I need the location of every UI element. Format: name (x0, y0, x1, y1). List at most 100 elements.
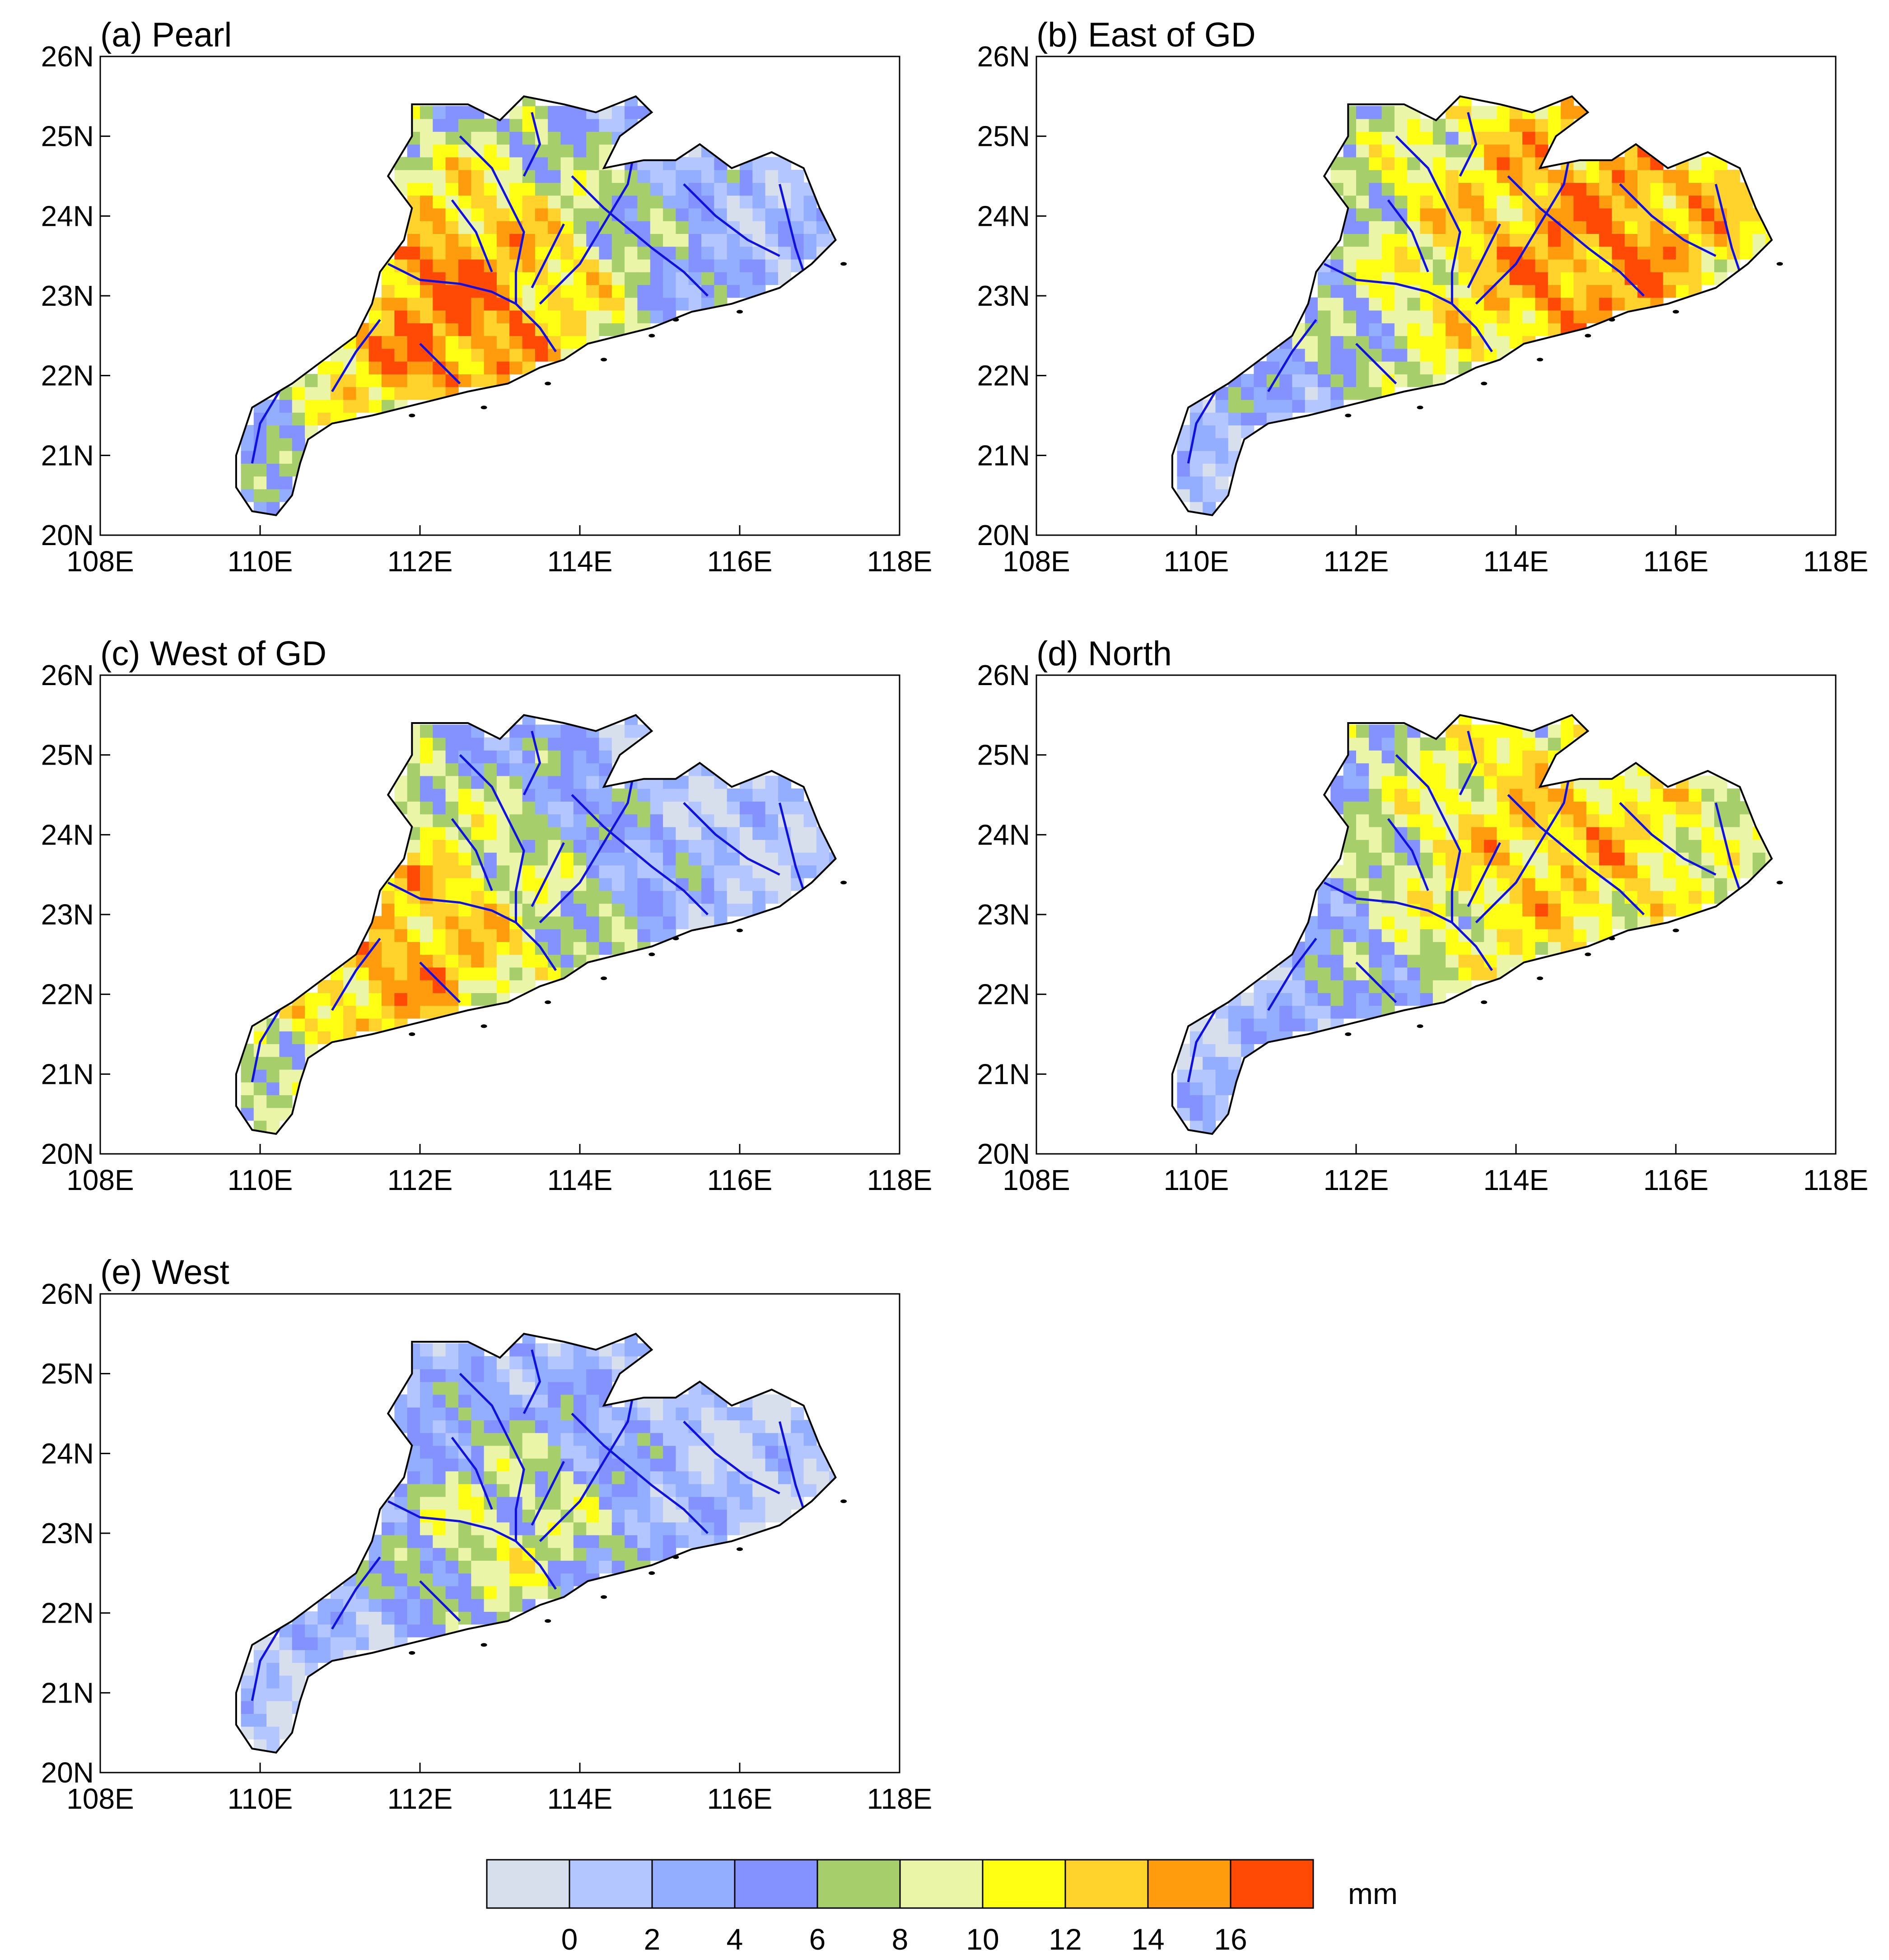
field-cell (663, 1522, 676, 1535)
field-cell (1446, 182, 1459, 196)
field-cell (368, 1005, 382, 1019)
field-cell (1484, 788, 1497, 802)
field-cell (765, 1420, 779, 1433)
field-cell (560, 942, 574, 955)
field-cell (484, 208, 497, 221)
island (840, 262, 847, 266)
field-cell (522, 1573, 536, 1587)
field-cell (625, 1509, 638, 1523)
field-cell (1458, 182, 1472, 196)
field-cell (599, 272, 612, 285)
field-cell (1522, 903, 1536, 917)
field-cell (420, 131, 434, 145)
field-cell (1509, 195, 1523, 209)
field-cell (1586, 839, 1600, 853)
river (683, 183, 780, 257)
field-cell (560, 1394, 574, 1408)
field-cell (560, 801, 574, 815)
field-cell (727, 285, 740, 298)
field-cell (1727, 220, 1740, 234)
field-cell (1381, 954, 1395, 968)
river (539, 144, 637, 305)
field-cell (625, 916, 638, 929)
field-cell (1624, 246, 1638, 260)
field-cell (599, 1509, 612, 1523)
field-cell (1395, 980, 1408, 993)
field-cell (407, 1522, 420, 1535)
field-cell (279, 425, 293, 439)
field-cell (740, 1496, 753, 1510)
field-cell (535, 929, 548, 942)
field-cell (740, 285, 753, 298)
field-cell (611, 724, 625, 738)
field-cell (740, 865, 753, 878)
field-cell (433, 839, 446, 853)
field-cell (586, 1522, 600, 1535)
field-cell (625, 891, 638, 904)
field-cell (484, 737, 497, 751)
field-cell (1369, 208, 1382, 221)
field-cell (1701, 182, 1715, 196)
field-cell (752, 814, 766, 827)
field-cell (803, 865, 817, 878)
field-cell (1356, 272, 1370, 285)
field-cell (1215, 425, 1229, 439)
field-cell (714, 1496, 728, 1510)
field-cell (1395, 259, 1408, 272)
field-cell (1369, 865, 1382, 878)
field-cell (676, 246, 689, 260)
field-cell (548, 144, 561, 158)
field-cell (484, 323, 497, 336)
field-cell (1395, 929, 1408, 942)
field-cell (688, 839, 702, 853)
field-cell (509, 336, 523, 349)
field-cell (599, 750, 612, 764)
y-tick-label: 25N (41, 739, 94, 771)
field-cell (727, 865, 740, 878)
field-cell (407, 1433, 420, 1446)
field-cell (1484, 272, 1497, 285)
field-cell (1458, 131, 1472, 145)
y-tick-label: 25N (977, 120, 1030, 153)
field-cell (445, 1381, 459, 1395)
field-cell (1330, 980, 1344, 993)
field-cell (394, 310, 408, 323)
field-cell (433, 1535, 446, 1548)
field-cell (509, 763, 523, 776)
field-cell (548, 1522, 561, 1535)
field-cell (394, 246, 408, 260)
field-cell (560, 246, 574, 260)
field-cell (586, 1509, 600, 1523)
field-cell (1407, 272, 1421, 285)
field-cell (445, 865, 459, 878)
river (1324, 882, 1493, 971)
field-cell (714, 246, 728, 260)
field-cell (1420, 839, 1433, 853)
field-cell (650, 297, 663, 311)
field-cell (650, 1535, 663, 1548)
field-cell (1624, 775, 1638, 789)
field-cell (522, 1496, 536, 1510)
field-cell (701, 788, 715, 802)
field-cell (1663, 891, 1676, 904)
field-cell (1458, 801, 1472, 815)
field-cell (1637, 246, 1651, 260)
y-tick-label: 24N (977, 200, 1030, 232)
field-cell (573, 750, 587, 764)
field-cell (305, 399, 318, 413)
field-cell (1369, 814, 1382, 827)
field-cell (727, 272, 740, 285)
field-cell (445, 967, 459, 980)
field-cell (676, 1433, 689, 1446)
field-cell (445, 1624, 459, 1638)
field-cell (1369, 737, 1382, 751)
river (683, 802, 780, 876)
field-cell (727, 1509, 740, 1523)
field-cell (535, 1586, 548, 1599)
field-cell (765, 195, 779, 209)
field-cell (573, 259, 587, 272)
field-cell (317, 399, 331, 413)
field-cell (676, 1522, 689, 1535)
field-cell (407, 1458, 420, 1471)
field-cell (1318, 387, 1331, 400)
